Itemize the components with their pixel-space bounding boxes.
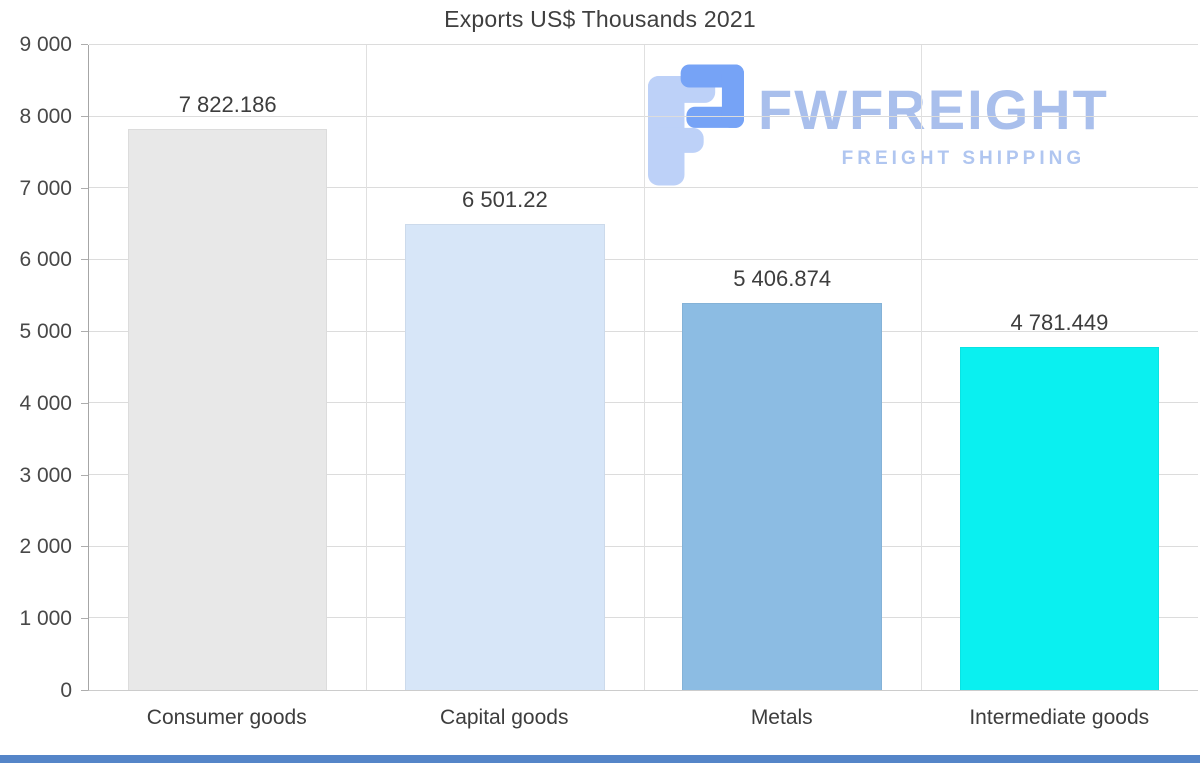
v-gridline — [920, 45, 922, 690]
bar-column-consumer-goods: 7 822.186 — [89, 45, 366, 690]
y-tick-mark — [81, 187, 88, 189]
y-tick-mark — [81, 690, 88, 691]
bar-value-label: 5 406.874 — [733, 265, 832, 291]
x-category-label-metals: Metals — [750, 706, 813, 729]
bar-value-label: 4 781.449 — [1010, 310, 1109, 336]
y-tick-label: 0 — [60, 679, 72, 702]
y-tick-mark — [81, 259, 88, 261]
bar-column-capital-goods: 6 501.22 — [366, 45, 643, 690]
y-tick-label: 3 000 — [19, 463, 72, 487]
bar-column-intermediate-goods: 4 781.449 — [921, 45, 1198, 690]
bottom-strip — [0, 755, 1200, 763]
y-tick-mark — [81, 402, 88, 404]
bar-capital-goods — [405, 224, 605, 690]
y-tick-label: 6 000 — [19, 248, 72, 272]
y-tick-label: 5 000 — [19, 320, 72, 344]
bar-intermediate-goods — [959, 347, 1160, 690]
y-tick-label: 2 000 — [19, 535, 72, 559]
bar-series: 7 822.186 6 501.22 5 406.874 4 781.449 — [89, 45, 1198, 690]
y-tick-mark — [81, 618, 88, 620]
bar-value-label: 7 822.186 — [178, 92, 277, 118]
x-axis: Consumer goods Capital goods Metals Interme… — [88, 699, 1198, 737]
x-category-label-capital-goods: Capital goods — [440, 706, 569, 729]
bar-metals — [682, 302, 882, 690]
y-axis: 0 1 000 2 000 3 000 4 000 5 000 6 000 7 000 8 00… — [0, 33, 88, 702]
y-tick-mark — [81, 546, 88, 548]
h-gridline — [89, 44, 1198, 45]
plot-area: 7 822.186 6 501.22 5 406.874 4 781.449 — [88, 44, 1198, 691]
y-tick-mark — [81, 115, 88, 117]
y-tick-label: 8 000 — [19, 104, 72, 128]
bar-consumer-goods — [127, 129, 328, 690]
gridlines — [89, 44, 1198, 690]
bar-column-metals: 5 406.874 — [644, 45, 921, 690]
v-gridline — [366, 45, 368, 690]
y-tick-mark — [81, 474, 88, 476]
y-tick-mark — [81, 44, 88, 45]
y-tick-label: 1 000 — [19, 607, 72, 631]
y-tick-mark — [81, 331, 88, 333]
v-gridline — [643, 45, 645, 690]
chart-title: Exports US$ Thousands 2021 — [444, 6, 756, 32]
bar-value-label: 6 501.22 — [462, 187, 548, 213]
x-category-label-consumer-goods: Consumer goods — [146, 706, 307, 729]
x-category-label-intermediate-goods: Intermediate goods — [969, 706, 1150, 729]
y-tick-label: 7 000 — [19, 176, 72, 200]
y-tick-label: 4 000 — [19, 391, 72, 415]
y-tick-label: 9 000 — [19, 33, 72, 56]
